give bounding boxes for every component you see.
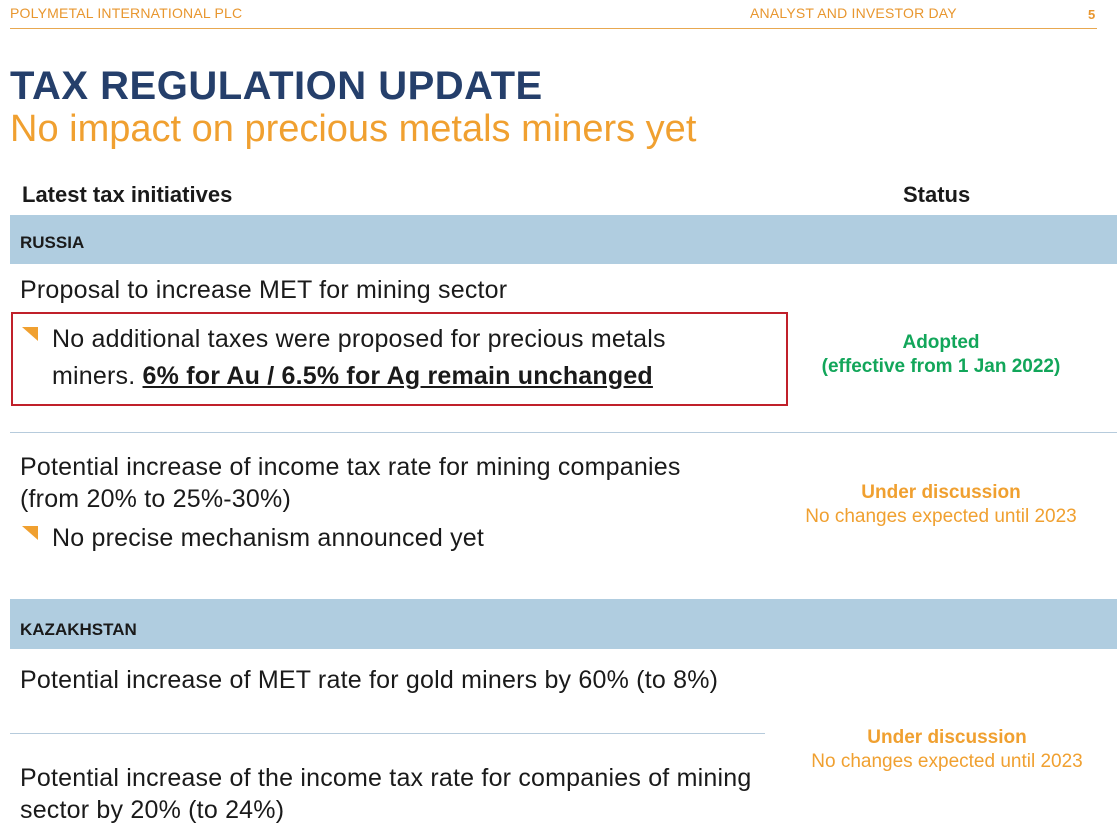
initiative-title-russia-income: Potential increase of income tax rate fo… <box>20 453 681 513</box>
initiative-bullet-russia-income: No precise mechanism announced yet <box>22 520 762 557</box>
company-name: POLYMETAL INTERNATIONAL PLC <box>10 5 243 21</box>
column-heading-initiatives: Latest tax initiatives <box>22 182 233 207</box>
section-label-russia: RUSSIA <box>20 233 85 252</box>
bullet-text-prefix: No additional taxes were proposed for pr… <box>52 325 666 390</box>
orange-triangle-bullet-icon <box>22 327 38 341</box>
status-detail: No changes expected until 2023 <box>811 751 1083 772</box>
status-detail: No changes expected until 2023 <box>805 506 1077 527</box>
event-name: ANALYST AND INVESTOR DAY <box>750 5 957 21</box>
section-band-kazakhstan: KAZAKHSTAN <box>10 599 1117 649</box>
status-main: Adopted <box>902 332 980 353</box>
status-main: Under discussion <box>867 727 1027 748</box>
initiative-bullet-russia-met: No additional taxes were proposed for pr… <box>22 321 762 395</box>
row-divider <box>10 733 765 734</box>
page-title: TAX REGULATION UPDATE <box>10 64 543 108</box>
initiative-title-kazakhstan-income: Potential increase of the income tax rat… <box>20 764 752 824</box>
row-divider <box>10 432 1117 433</box>
section-band-russia: RUSSIA <box>10 215 1117 264</box>
header-divider <box>10 28 1097 29</box>
bullet-text-highlight: 6% for Au / 6.5% for Ag remain unchanged <box>142 362 653 390</box>
page-subtitle: No impact on precious metals miners yet <box>10 108 697 150</box>
status-detail: (effective from 1 Jan 2022) <box>821 356 1061 377</box>
section-label-kazakhstan: KAZAKHSTAN <box>20 620 137 639</box>
page-number: 5 <box>1088 7 1096 22</box>
column-heading-status: Status <box>903 182 971 207</box>
highlight-box <box>11 312 788 406</box>
initiative-title-russia-met: Proposal to increase MET for mining sect… <box>20 276 508 304</box>
orange-triangle-bullet-icon <box>22 526 38 540</box>
status-russia-met: Adopted (effective from 1 Jan 2022) <box>790 331 1092 379</box>
initiative-title-kazakhstan-met: Potential increase of MET rate for gold … <box>20 666 719 694</box>
status-main: Under discussion <box>861 482 1021 503</box>
status-kazakhstan: Under discussion No changes expected unt… <box>782 726 1112 774</box>
status-russia-income: Under discussion No changes expected unt… <box>770 481 1112 529</box>
